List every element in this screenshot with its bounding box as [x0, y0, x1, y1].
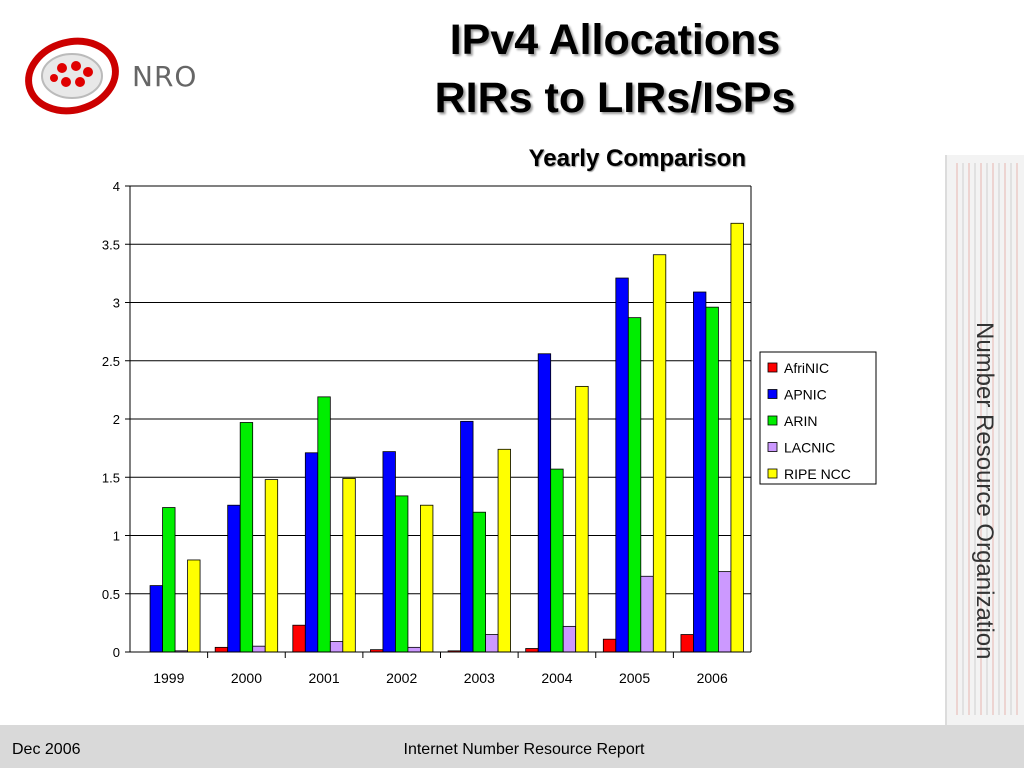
bar-afrinic-2006	[680, 634, 694, 653]
legend-label: ARIN	[784, 413, 817, 429]
y-tick-label: 2	[113, 412, 120, 427]
bar-lacnic-2005	[640, 575, 654, 653]
bar-ripe-ncc-2004	[575, 385, 589, 653]
bar-arin-2001	[317, 396, 331, 653]
bar-lacnic-2002	[407, 646, 421, 653]
bar-apnic-2002	[382, 451, 396, 653]
bar-afrinic-2000	[214, 646, 229, 653]
legend-swatch-arin	[767, 415, 778, 426]
bar-lacnic-2006	[718, 571, 732, 653]
bar-arin-2006	[705, 306, 719, 653]
x-tick-label: 2006	[697, 670, 728, 686]
page-subtitle: RIRs to LIRs/ISPs	[434, 74, 796, 122]
bar-arin-2003	[472, 511, 486, 653]
x-tick-label: 1999	[153, 670, 184, 686]
legend-box	[759, 351, 877, 485]
bar-arin-2004	[550, 468, 564, 653]
bar-ripe-ncc-2006	[730, 222, 744, 653]
chart-title: Yearly Comparison	[528, 145, 746, 172]
bar-ripe-ncc-2000	[264, 479, 279, 653]
bar-apnic-2003	[460, 420, 474, 653]
bar-lacnic-2000	[252, 645, 266, 653]
y-tick-label: 2.5	[102, 354, 120, 369]
x-tick-label: 2001	[308, 670, 339, 686]
footer-bar: Dec 2006 Internet Number Resource Report	[0, 725, 1024, 768]
legend-label: RIPE NCC	[784, 466, 851, 482]
footer-report-name: Internet Number Resource Report	[403, 741, 645, 758]
bar-arin-2000	[239, 422, 254, 653]
bar-apnic-1999	[149, 585, 163, 653]
logo-text: NRO	[132, 60, 198, 93]
x-tick-label: 2004	[541, 670, 572, 686]
bar-apnic-2006	[693, 291, 707, 653]
y-tick-labels: 0 0.5 1 1.5 2 2.5 3 3.5 4	[102, 179, 120, 660]
nro-logo	[25, 37, 119, 115]
legend-swatch-ripe-ncc	[767, 468, 778, 479]
y-tick-label: 1	[113, 529, 120, 544]
page-title: IPv4 Allocations	[449, 16, 781, 64]
x-tick-label: 2005	[619, 670, 650, 686]
bar-lacnic-2001	[329, 641, 344, 653]
bar-afrinic-2004	[525, 648, 539, 653]
bar-lacnic-2004	[562, 625, 577, 653]
y-tick-label: 4	[113, 179, 120, 194]
bar-ripe-ncc-2003	[497, 448, 511, 653]
bar-lacnic-2003	[485, 634, 499, 653]
legend-label: APNIC	[784, 387, 827, 403]
bars	[149, 222, 744, 653]
bar-apnic-2000	[227, 504, 241, 653]
bar-ripe-ncc-2005	[652, 254, 667, 653]
footer-date: Dec 2006	[12, 741, 81, 758]
bar-arin-2005	[627, 317, 642, 653]
ip-watermark	[956, 163, 1018, 715]
bar-ripe-ncc-1999	[187, 559, 201, 653]
bar-arin-1999	[162, 507, 176, 653]
legend-label: LACNIC	[784, 440, 835, 456]
x-tick-label: 2000	[231, 670, 262, 686]
legend-swatch-afrinic	[767, 362, 778, 373]
side-label: Number Resource Organization	[971, 322, 998, 660]
x-tick-label: 2002	[386, 670, 417, 686]
legend-label: AfriNIC	[784, 360, 829, 376]
y-tick-label: 3.5	[102, 237, 120, 252]
legend-swatch-apnic	[767, 389, 778, 399]
bar-ripe-ncc-2002	[420, 504, 434, 653]
legend: AfriNIC APNIC ARIN LACNIC RIPE NCC	[759, 351, 877, 485]
bar-chart: 0 0.5 1 1.5 2 2.5 3 3.5 4 1999 2000 2001 2002 2003 20…	[102, 179, 877, 686]
side-band	[945, 155, 1024, 725]
y-tick-label: 3	[113, 296, 120, 311]
bar-afrinic-2005	[602, 638, 617, 653]
x-tick-labels: 1999 2000 2001 2002 2003 2004 2005 2006	[153, 670, 728, 686]
y-tick-label: 1.5	[102, 470, 120, 485]
axes	[129, 186, 752, 658]
bar-ripe-ncc-2001	[342, 478, 356, 653]
bar-apnic-2005	[615, 277, 629, 653]
legend-swatch-lacnic	[767, 442, 778, 452]
bar-arin-2002	[395, 495, 409, 653]
y-tick-label: 0	[113, 645, 120, 660]
x-tick-label: 2003	[464, 670, 495, 686]
y-tick-label: 0.5	[102, 587, 120, 602]
bar-afrinic-2001	[292, 624, 306, 653]
bar-apnic-2004	[537, 353, 552, 653]
bar-apnic-2001	[304, 452, 319, 653]
